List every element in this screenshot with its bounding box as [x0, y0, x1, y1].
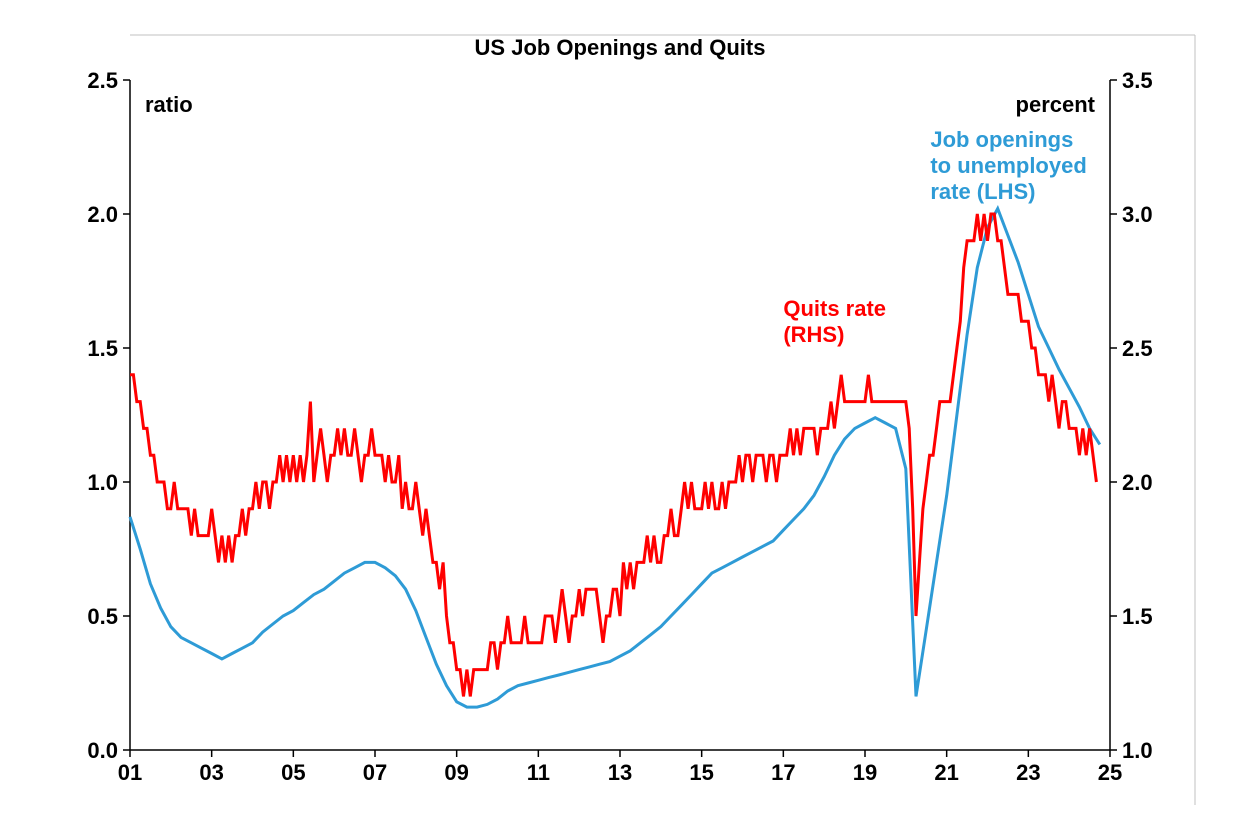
left-tick-label: 1.0 [87, 470, 118, 495]
right-tick-label: 2.5 [1122, 336, 1153, 361]
right-tick-label: 3.5 [1122, 68, 1153, 93]
right-tick-label: 3.0 [1122, 202, 1153, 227]
x-tick-label: 11 [527, 760, 550, 785]
left-tick-label: 0.5 [87, 604, 118, 629]
left-tick-label: 0.0 [87, 738, 118, 763]
chart-annotation: to unemployed [930, 153, 1086, 178]
page-root: 0.0 0.5 1.0 1.5 2.0 2.5 1.0 1.5 2.0 2.5 3.0 3.5 01 03… [0, 0, 1249, 832]
x-tick-label: 09 [444, 760, 468, 785]
x-tick-label: 07 [363, 760, 387, 785]
x-tick-label: 05 [281, 760, 305, 785]
x-tick-label: 17 [771, 760, 795, 785]
right-axis-label: percent [1016, 92, 1096, 117]
chart-annotation: (RHS) [783, 322, 844, 347]
left-tick-label: 1.5 [87, 336, 118, 361]
right-tick-label: 2.0 [1122, 470, 1153, 495]
x-tick-label: 03 [199, 760, 223, 785]
chart-svg: 0.0 0.5 1.0 1.5 2.0 2.5 1.0 1.5 2.0 2.5 3.0 3.5 01 03… [50, 20, 1200, 810]
x-tick-label: 01 [118, 760, 142, 785]
chart-container: 0.0 0.5 1.0 1.5 2.0 2.5 1.0 1.5 2.0 2.5 3.0 3.5 01 03… [50, 20, 1200, 810]
x-tick-label: 13 [608, 760, 632, 785]
right-tick-label: 1.5 [1122, 604, 1153, 629]
x-tick-label: 23 [1016, 760, 1040, 785]
chart-annotation: Job openings [930, 127, 1073, 152]
x-tick-label: 25 [1098, 760, 1122, 785]
x-tick-label: 15 [689, 760, 713, 785]
left-axis-label: ratio [145, 92, 193, 117]
left-tick-label: 2.5 [87, 68, 118, 93]
x-tick-label: 19 [853, 760, 877, 785]
x-tick-label: 21 [934, 760, 958, 785]
chart-annotation: Quits rate [783, 296, 886, 321]
left-tick-label: 2.0 [87, 202, 118, 227]
chart-annotation: rate (LHS) [930, 179, 1035, 204]
chart-title: US Job Openings and Quits [475, 35, 766, 60]
right-tick-label: 1.0 [1122, 738, 1153, 763]
